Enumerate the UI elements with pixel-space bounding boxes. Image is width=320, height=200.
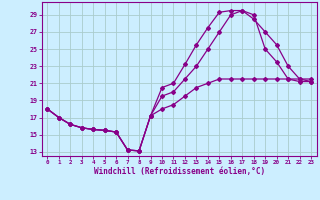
X-axis label: Windchill (Refroidissement éolien,°C): Windchill (Refroidissement éolien,°C) (94, 167, 265, 176)
